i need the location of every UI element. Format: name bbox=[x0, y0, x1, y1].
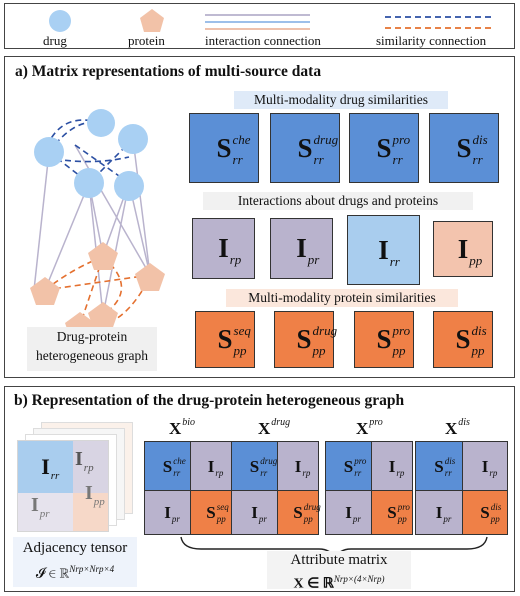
x-drug-label: Xdrug bbox=[258, 417, 291, 438]
adjacency-caption: Adjacency tensor bbox=[22, 540, 128, 556]
adjacency-formula: 𝓘 ∈ ℝNrp×Nrp×4 bbox=[35, 564, 115, 582]
band-protein-similarities: Multi-modality protein similarities bbox=[226, 289, 458, 307]
graph-caption-line2: heterogeneous graph bbox=[35, 348, 149, 363]
panel-b-title: b) Representation of the drug-protein he… bbox=[14, 392, 405, 409]
tensor-cell-pr bbox=[18, 493, 73, 531]
drug-node bbox=[34, 137, 64, 167]
x-bio-label: Xbio bbox=[169, 417, 196, 438]
legend-interaction-label: interaction connection bbox=[205, 33, 321, 48]
legend-icons bbox=[49, 9, 495, 32]
attribute-brace bbox=[180, 536, 488, 561]
legend-panel: drug protein interaction connection simi… bbox=[4, 3, 515, 49]
attribute-exponent: Nrp×(4×Nrp) bbox=[333, 574, 385, 584]
protein-node bbox=[30, 277, 60, 305]
drug-node bbox=[114, 171, 144, 201]
adjacency-caption-box: Adjacency tensor 𝓘 ∈ ℝNrp×Nrp×4 bbox=[13, 537, 137, 587]
protein-node-icon bbox=[140, 9, 164, 32]
panel-b: b) Representation of the drug-protein he… bbox=[4, 386, 515, 592]
legend-protein-label: protein bbox=[128, 33, 165, 48]
drug-node-icon bbox=[49, 10, 71, 32]
graph-caption: Drug-protein heterogeneous graph bbox=[27, 327, 157, 371]
legend-similarity-label: similarity connection bbox=[376, 33, 487, 48]
protein-node bbox=[135, 263, 165, 291]
panel-a: a) Matrix representations of multi-sourc… bbox=[4, 56, 515, 378]
interaction-connection-icon bbox=[205, 14, 310, 30]
graph-caption-line1: Drug-protein bbox=[56, 329, 128, 344]
drug-node bbox=[74, 168, 104, 198]
drug-node bbox=[118, 124, 148, 154]
heterogeneous-graph bbox=[30, 109, 165, 340]
protein-node bbox=[88, 302, 118, 330]
attribute-caption-box: Attribute matrix X ∈ ℝNrp×(4×Nrp) bbox=[267, 551, 411, 592]
drug-node bbox=[87, 109, 115, 137]
x-dis-label: Xdis bbox=[445, 417, 470, 438]
adjacency-exponent: Nrp×Nrp×4 bbox=[69, 564, 115, 574]
band-drug-similarities: Multi-modality drug similarities bbox=[234, 91, 448, 109]
tensor-cell-rp bbox=[73, 441, 108, 493]
band-interactions: Interactions about drugs and proteins bbox=[203, 192, 473, 210]
panel-a-title: a) Matrix representations of multi-sourc… bbox=[15, 63, 322, 80]
similarity-connection-icon bbox=[385, 16, 495, 29]
attribute-formula: X ∈ ℝNrp×(4×Nrp) bbox=[293, 574, 385, 592]
legend-drug-label: drug bbox=[43, 33, 67, 48]
protein-node bbox=[88, 242, 118, 270]
tensor-cell-pp bbox=[73, 493, 108, 531]
attribute-caption: Attribute matrix bbox=[290, 552, 388, 568]
x-pro-label: Xpro bbox=[356, 417, 383, 438]
